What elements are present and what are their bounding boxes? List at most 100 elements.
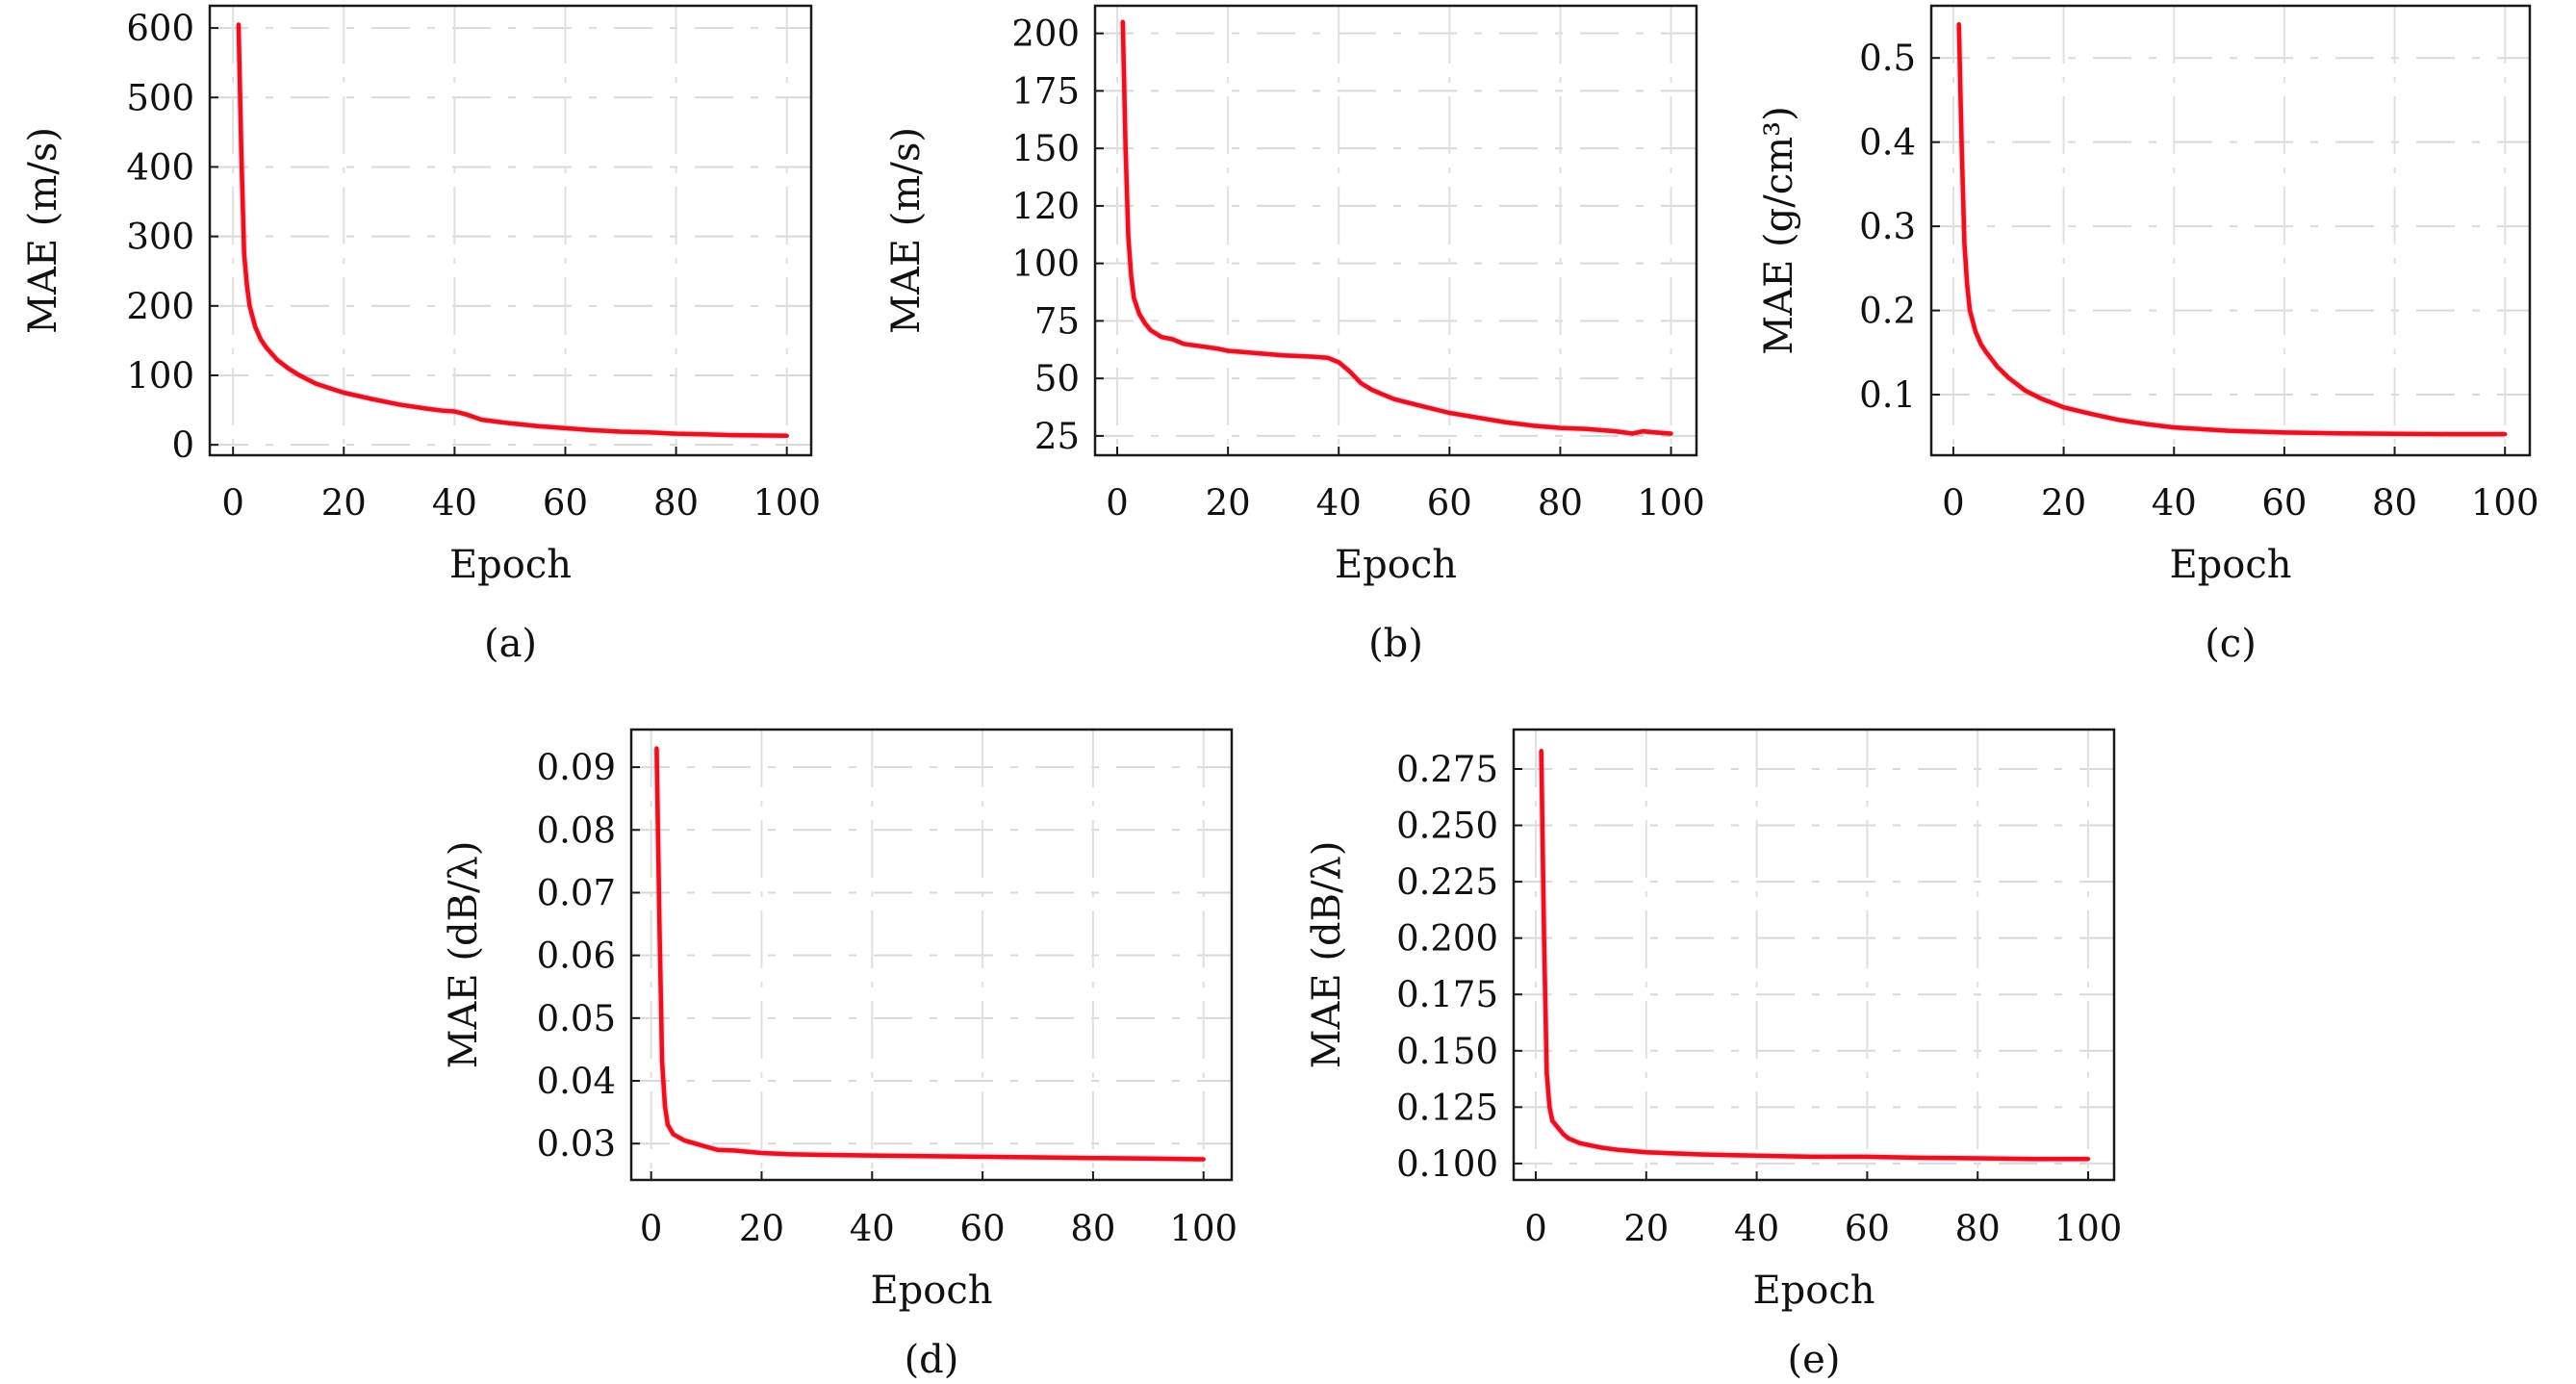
series-line-glow xyxy=(235,24,787,440)
series-line-mae xyxy=(654,746,1206,1162)
y-tick-label: 0.06 xyxy=(537,935,616,977)
series-line-mae xyxy=(1120,19,1673,436)
x-tick-label: 40 xyxy=(432,482,477,524)
y-tick-label: 0.275 xyxy=(1396,749,1498,790)
y-tick-label: 300 xyxy=(126,217,194,258)
y-tick-label: 0.07 xyxy=(537,872,616,913)
x-tick-label: 0 xyxy=(640,1208,663,1249)
y-tick-label: 0.200 xyxy=(1396,918,1498,960)
series-line-glow xyxy=(652,748,1204,1163)
series-line-glow xyxy=(1119,21,1671,437)
y-tick-label: 400 xyxy=(126,146,194,188)
x-tick-label: 80 xyxy=(1955,1208,2001,1249)
x-tick-label: 0 xyxy=(1106,482,1129,524)
series-line-glow xyxy=(1538,751,2088,1163)
y-tick-label: 0.150 xyxy=(1396,1031,1498,1072)
y-tick-label: 0.225 xyxy=(1396,861,1498,903)
x-tick-label: 80 xyxy=(1538,482,1583,524)
x-tick-label: 40 xyxy=(1316,482,1362,524)
series-line-mae xyxy=(236,22,789,439)
series-line-mae xyxy=(1956,21,2508,437)
y-tick-label: 0.04 xyxy=(537,1061,616,1102)
x-tick-label: 20 xyxy=(2041,482,2086,524)
x-tick-label: 60 xyxy=(2261,482,2307,524)
chart-panel-b: 25 50 75 100 120 150 175 200 0 20 40 60 80 100 Epoch MA… xyxy=(884,4,1705,666)
series-line-mae xyxy=(1539,749,2091,1162)
y-tick-label: 0.5 xyxy=(1859,38,1916,79)
x-tick-label: 60 xyxy=(543,482,588,524)
y-tick-label: 0.05 xyxy=(537,998,616,1039)
x-tick-label: 100 xyxy=(752,482,821,524)
x-tick-label: 100 xyxy=(1169,1208,1237,1249)
y-axis-label: MAE (dB/λ) xyxy=(442,841,486,1069)
x-tick-label: 20 xyxy=(1206,482,1251,524)
y-tick-label: 50 xyxy=(1034,358,1080,399)
x-tick-label: 0 xyxy=(221,482,244,524)
y-tick-label: 0.175 xyxy=(1396,974,1498,1015)
y-axis-label: MAE (dB/λ) xyxy=(1305,841,1349,1069)
x-axis-label: Epoch xyxy=(2169,543,2291,587)
y-tick-label: 500 xyxy=(126,77,194,118)
x-tick-label: 0 xyxy=(1524,1208,1547,1249)
y-tick-label: 25 xyxy=(1034,416,1080,457)
x-tick-label: 40 xyxy=(850,1208,895,1249)
subfigure-caption: (b) xyxy=(1368,622,1423,666)
subfigure-caption: (c) xyxy=(2205,622,2257,666)
y-tick-label: 0.03 xyxy=(537,1123,616,1165)
y-tick-label: 0.08 xyxy=(537,809,616,851)
y-axis-label: MAE (m/s) xyxy=(884,127,929,334)
plot-frame xyxy=(1512,728,2116,1182)
y-tick-label: 120 xyxy=(1011,186,1080,227)
x-tick-label: 20 xyxy=(739,1208,784,1249)
x-tick-label: 60 xyxy=(960,1208,1006,1249)
y-axis-label: MAE (g/cm³) xyxy=(1757,106,1801,354)
y-tick-label: 100 xyxy=(1011,243,1080,285)
x-axis-label: Epoch xyxy=(870,1269,992,1313)
subfigure-caption: (d) xyxy=(905,1338,959,1382)
chart-panel-c: 0.1 0.2 0.3 0.4 0.5 0 20 40 60 80 100 Epoch MAE (g/c… xyxy=(1757,4,2539,666)
x-tick-label: 80 xyxy=(2372,482,2417,524)
x-axis-label: Epoch xyxy=(1752,1269,1875,1313)
y-tick-label: 200 xyxy=(126,286,194,327)
x-tick-label: 100 xyxy=(1637,482,1705,524)
y-tick-label: 0.09 xyxy=(537,747,616,788)
y-tick-label: 0.3 xyxy=(1859,206,1916,247)
plot-frame xyxy=(208,4,813,457)
x-tick-label: 100 xyxy=(2471,482,2539,524)
y-tick-label: 75 xyxy=(1034,300,1080,342)
y-tick-label: 0.4 xyxy=(1859,122,1916,164)
x-tick-label: 60 xyxy=(1427,482,1472,524)
x-tick-label: 20 xyxy=(321,482,367,524)
y-tick-label: 0.1 xyxy=(1859,374,1916,416)
y-tick-label: 0.250 xyxy=(1396,806,1498,847)
chart-panel-d: 0.03 0.04 0.05 0.06 0.07 0.08 0.09 0 20 40 60 80 100… xyxy=(442,728,1237,1382)
subfigure-caption: (a) xyxy=(484,622,537,666)
chart-panel-e: 0.100 0.125 0.150 0.175 0.200 0.225 0.250 0.275… xyxy=(1305,728,2123,1382)
chart-panel-a: 0 100 200 300 400 500 600 0 20 40 60 80 100 Epoch MAE … xyxy=(21,4,821,666)
y-tick-label: 600 xyxy=(126,8,194,49)
x-tick-label: 100 xyxy=(2054,1208,2123,1249)
plot-frame xyxy=(1093,4,1698,457)
series-line-glow xyxy=(1955,24,2506,438)
y-tick-label: 0.2 xyxy=(1859,291,1916,332)
y-tick-label: 150 xyxy=(1011,128,1080,169)
x-axis-label: Epoch xyxy=(449,543,572,587)
y-tick-label: 175 xyxy=(1011,70,1080,112)
subfigure-caption: (e) xyxy=(1788,1338,1841,1382)
y-tick-label: 200 xyxy=(1011,13,1080,55)
y-tick-label: 0.100 xyxy=(1396,1143,1498,1185)
x-tick-label: 40 xyxy=(2152,482,2197,524)
x-tick-label: 0 xyxy=(1942,482,1965,524)
x-tick-label: 40 xyxy=(1734,1208,1779,1249)
x-tick-label: 80 xyxy=(1070,1208,1115,1249)
x-tick-label: 20 xyxy=(1623,1208,1669,1249)
x-tick-label: 60 xyxy=(1845,1208,1890,1249)
plot-frame xyxy=(1929,4,2532,457)
y-axis-label: MAE (m/s) xyxy=(21,127,65,334)
y-tick-label: 100 xyxy=(126,355,194,397)
x-tick-label: 80 xyxy=(653,482,699,524)
x-axis-label: Epoch xyxy=(1335,543,1457,587)
y-tick-label: 0.125 xyxy=(1396,1087,1498,1128)
y-tick-label: 0 xyxy=(171,424,194,466)
